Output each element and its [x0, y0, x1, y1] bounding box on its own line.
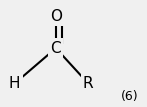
Text: H: H: [9, 76, 20, 91]
Text: C: C: [51, 41, 61, 56]
Text: O: O: [50, 9, 62, 24]
Text: R: R: [83, 76, 93, 91]
Text: (6): (6): [121, 90, 138, 103]
